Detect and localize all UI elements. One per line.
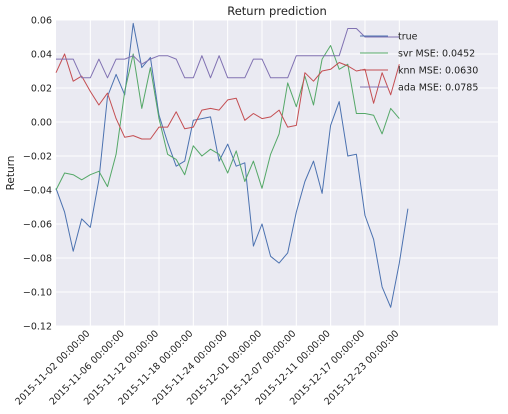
y-tick-label: 0.06 [31,16,52,27]
series-line [55,22,409,308]
legend-label: svr MSE: 0.0452 [398,49,475,60]
y-tick-label: 0.00 [31,118,52,129]
legend-label: knn MSE: 0.0630 [398,66,478,77]
y-axis: 0.06 0.04 0.02 0.00 −0.02 −0.04 −0.06 −0.08 −0.1… [23,16,52,333]
y-tick-label: −0.02 [23,152,52,163]
y-axis-label: Return [5,156,17,191]
series-line [55,53,400,140]
y-tick-label: −0.10 [23,288,52,299]
y-tick-label: −0.04 [23,186,52,197]
legend-label: true [398,32,418,43]
y-tick-label: −0.06 [23,220,52,231]
chart-title: Return prediction [227,4,327,18]
y-tick-label: 0.02 [31,84,52,95]
series-lines [55,22,409,308]
y-tick-label: −0.08 [23,254,52,265]
y-tick-label: 0.04 [31,50,52,61]
legend: true svr MSE: 0.0452 knn MSE: 0.0630 ada MS… [360,32,478,94]
series-line [56,28,400,79]
legend-label: ada MSE: 0.0785 [398,83,478,94]
series-line [55,45,400,191]
y-tick-label: −0.12 [23,322,52,333]
